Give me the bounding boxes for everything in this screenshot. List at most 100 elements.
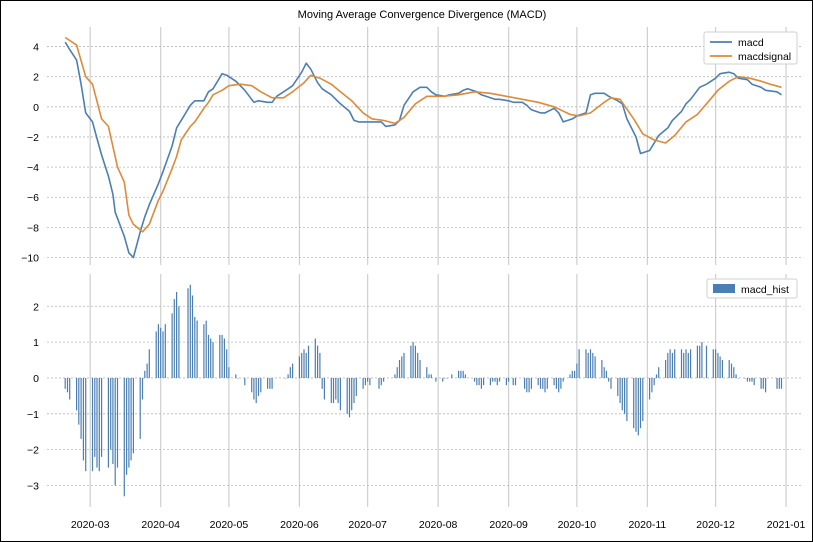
histogram-bar xyxy=(476,378,478,386)
histogram-bar xyxy=(367,378,369,382)
histogram-bar xyxy=(396,367,398,378)
x-tick-label: 2020-06 xyxy=(280,519,319,531)
histogram-bar xyxy=(655,374,658,378)
histogram-bar xyxy=(539,378,542,389)
histogram-bar xyxy=(162,331,164,378)
histogram-bar xyxy=(649,378,651,400)
histogram-bar xyxy=(444,378,446,379)
histogram-bar xyxy=(260,378,262,393)
histogram-bar xyxy=(462,370,464,378)
histogram-bar xyxy=(271,378,273,389)
histogram-bar xyxy=(494,378,496,382)
histogram-bar xyxy=(319,352,321,378)
histogram-bar xyxy=(746,378,748,382)
histogram-bar xyxy=(496,378,498,386)
histogram-bar xyxy=(578,349,580,378)
x-tick-label: 2021-01 xyxy=(767,519,806,531)
histogram-bar xyxy=(130,378,132,461)
histogram-bar xyxy=(458,370,460,378)
histogram-bar xyxy=(394,374,396,378)
histogram-bar xyxy=(237,378,239,379)
bottom-y-gridlines xyxy=(47,305,802,486)
histogram-bar xyxy=(733,367,735,378)
histogram-bar xyxy=(401,356,403,378)
histogram-bar xyxy=(305,352,307,378)
histogram-bar xyxy=(132,378,134,454)
histogram-bar xyxy=(221,334,223,378)
histogram-bar xyxy=(765,378,767,393)
x-tick-label: 2020-05 xyxy=(210,519,249,531)
bottom-x-gridlines xyxy=(89,274,787,507)
histogram-bar xyxy=(701,342,703,378)
histogram-bar xyxy=(412,342,414,378)
histogram-bar xyxy=(235,374,237,378)
histogram-bar xyxy=(537,378,539,386)
histogram-bar xyxy=(380,378,382,386)
legend-label-macd_hist: macd_hist xyxy=(741,284,789,296)
x-tick-label: 2020-12 xyxy=(696,519,735,531)
histogram-bar xyxy=(696,345,698,378)
histogram-bar xyxy=(712,349,714,378)
histogram-bar xyxy=(410,345,412,378)
histogram-bar xyxy=(653,378,655,386)
histogram-bar xyxy=(353,378,355,404)
histogram-bar xyxy=(66,378,69,393)
histogram-bars xyxy=(64,284,783,497)
histogram-bar xyxy=(205,320,207,378)
histogram-bar xyxy=(744,378,746,379)
histogram-bar xyxy=(508,378,510,382)
histogram-bar xyxy=(267,378,269,389)
histogram-bar xyxy=(362,378,364,389)
top-y-tick-label: −8 xyxy=(27,222,39,234)
histogram-bar xyxy=(464,374,466,378)
histogram-bar xyxy=(226,349,228,378)
bottom-y-tick-label: −3 xyxy=(27,480,39,492)
histogram-bar xyxy=(69,378,71,400)
histogram-bar xyxy=(605,370,607,378)
histogram-bar xyxy=(526,378,528,393)
histogram-bar xyxy=(637,378,639,436)
histogram-bar xyxy=(289,367,291,378)
histogram-bar xyxy=(144,370,146,378)
histogram-bar xyxy=(114,378,116,486)
top-y-tick-label: 4 xyxy=(33,42,39,54)
x-tick-label: 2020-03 xyxy=(71,519,110,531)
histogram-bar xyxy=(760,378,762,389)
histogram-bar xyxy=(514,378,517,386)
histogram-bar xyxy=(110,378,112,450)
histogram-bar xyxy=(478,378,480,386)
histogram-bar xyxy=(332,378,335,404)
histogram-bar xyxy=(633,378,635,429)
histogram-bar xyxy=(191,295,194,378)
histogram-bar xyxy=(571,370,573,378)
histogram-bar xyxy=(544,378,546,393)
histogram-bar xyxy=(576,363,578,378)
histogram-bar xyxy=(419,360,421,378)
histogram-bar xyxy=(203,324,205,378)
histogram-bar xyxy=(98,378,100,472)
x-tick-labels: 2020-03 2020-04 2020-05 2020-06 2020-07 2020-… xyxy=(71,519,806,531)
histogram-bar xyxy=(762,378,764,389)
histogram-bar xyxy=(244,378,246,386)
histogram-bar xyxy=(128,378,130,468)
histogram-bar xyxy=(355,378,357,396)
histogram-bar xyxy=(403,352,405,378)
macd-histogram-panel: 210−1−2−3 macd_hist 2020-03 2020-04 2020-0… xyxy=(27,274,806,531)
histogram-bar xyxy=(94,378,96,457)
bottom-y-tick-label: −1 xyxy=(27,409,39,421)
histogram-bar xyxy=(505,378,507,386)
histogram-bar xyxy=(301,352,303,378)
bottom-legend-box xyxy=(706,278,798,299)
histogram-bar xyxy=(346,378,348,414)
top-y-tick-label: −6 xyxy=(27,192,39,204)
bottom-y-tick-label: 0 xyxy=(33,373,39,385)
histogram-bar xyxy=(314,338,316,378)
x-tick-label: 2020-09 xyxy=(489,519,528,531)
x-tick-label: 2020-07 xyxy=(348,519,387,531)
histogram-bar xyxy=(780,378,783,389)
histogram-bar xyxy=(176,291,178,378)
histogram-bar xyxy=(348,378,351,418)
histogram-bar xyxy=(592,352,594,378)
histogram-bar xyxy=(624,378,626,414)
